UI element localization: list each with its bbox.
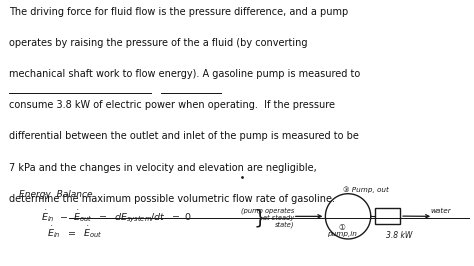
Text: (pump operates
at steady
state): (pump operates at steady state) bbox=[241, 207, 294, 228]
Text: differential between the outlet and inlet of the pump is measured to be: differential between the outlet and inle… bbox=[9, 131, 359, 142]
Text: 3.8 kW: 3.8 kW bbox=[386, 231, 412, 240]
Text: mechanical shaft work to flow energy). A gasoline pump is measured to: mechanical shaft work to flow energy). A… bbox=[9, 69, 360, 79]
Text: water: water bbox=[431, 209, 452, 214]
Text: $\dot{E}_{in}$  $-$  $\dot{E}_{out}$  $=$  $dE_{system}/dt$  $=$ $0$: $\dot{E}_{in}$ $-$ $\dot{E}_{out}$ $=$ $… bbox=[41, 209, 191, 225]
Text: pump,in: pump,in bbox=[327, 231, 356, 237]
Text: }: } bbox=[254, 209, 266, 227]
Text: $\dot{E}_{in}$  $=$  $\dot{E}_{out}$: $\dot{E}_{in}$ $=$ $\dot{E}_{out}$ bbox=[47, 224, 102, 240]
Text: ①: ① bbox=[338, 223, 346, 232]
Text: Energy  Balance: Energy Balance bbox=[18, 190, 92, 199]
Text: determine the maximum possible volumetric flow rate of gasoline.: determine the maximum possible volumetri… bbox=[9, 194, 335, 204]
Text: The driving force for fluid flow is the pressure difference, and a pump: The driving force for fluid flow is the … bbox=[9, 6, 348, 16]
Text: 7 kPa and the changes in velocity and elevation are negligible,: 7 kPa and the changes in velocity and el… bbox=[9, 163, 317, 173]
Text: operates by raising the pressure of the a fluid (by converting: operates by raising the pressure of the … bbox=[9, 38, 308, 48]
Text: consume 3.8 kW of electric power when operating.  If the pressure: consume 3.8 kW of electric power when op… bbox=[9, 100, 335, 110]
Text: ③ Pump, out: ③ Pump, out bbox=[343, 186, 389, 193]
